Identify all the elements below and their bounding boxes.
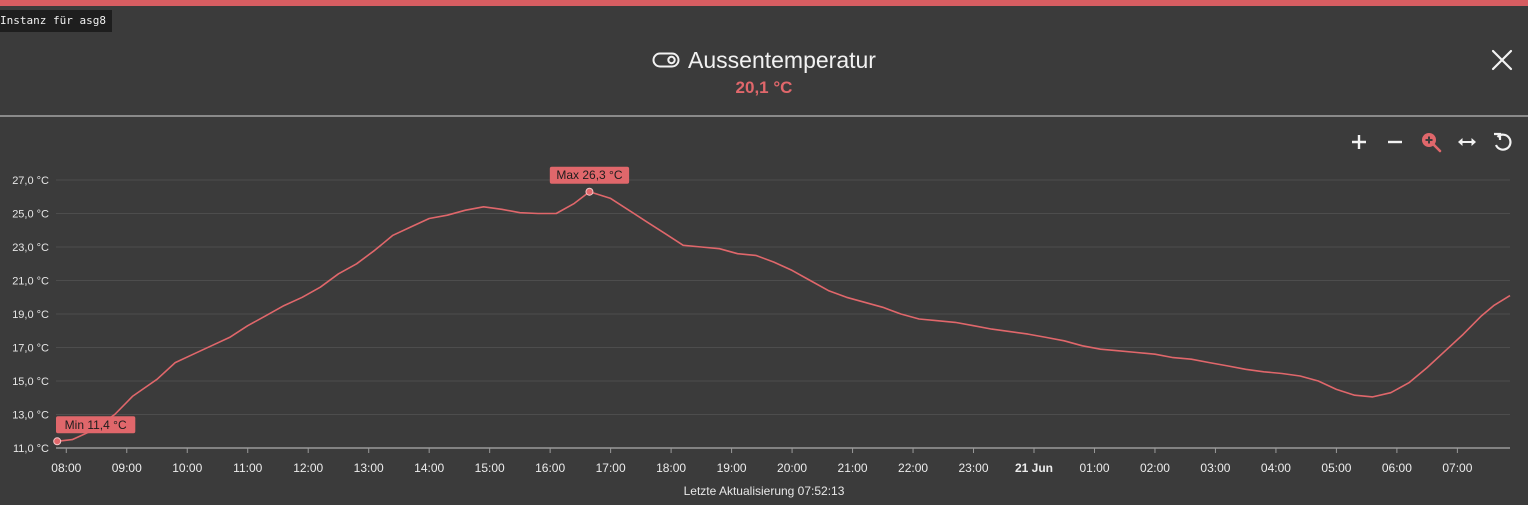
- x-tick-label: 14:00: [414, 461, 444, 475]
- toggle-icon: [652, 44, 680, 76]
- zoom-in-button[interactable]: [1348, 131, 1370, 153]
- temperature-chart[interactable]: 11,0 °C 13,0 °C 15,0 °C 17,0 °C 19,0 °C 21,0 …: [0, 160, 1528, 478]
- x-tick-label: 16:00: [535, 461, 565, 475]
- y-tick-label: 27,0 °C: [12, 175, 49, 187]
- x-tick-label: 03:00: [1200, 461, 1230, 475]
- x-tick-label: 05:00: [1321, 461, 1351, 475]
- x-tick-label: 13:00: [354, 461, 384, 475]
- close-button[interactable]: [1490, 48, 1514, 72]
- x-tick-label: 17:00: [596, 461, 626, 475]
- x-tick-label: 07:00: [1442, 461, 1472, 475]
- min-label-box: [56, 416, 136, 434]
- selection-zoom-button[interactable]: [1420, 131, 1442, 153]
- pan-icon: [1458, 138, 1476, 146]
- x-tick-label: 21:00: [838, 461, 868, 475]
- zoom-out-button[interactable]: [1384, 131, 1406, 153]
- y-tick-label: 25,0 °C: [12, 209, 49, 221]
- x-tick-label: 01:00: [1079, 461, 1109, 475]
- y-tick-label: 13,0 °C: [12, 410, 49, 422]
- min-marker: [53, 437, 62, 446]
- x-tick-label: 09:00: [112, 461, 142, 475]
- x-tick-label: 21 Jun: [1015, 461, 1053, 475]
- max-marker: [585, 187, 594, 196]
- y-tick-label: 15,0 °C: [12, 376, 49, 388]
- y-tick-label: 19,0 °C: [12, 309, 49, 321]
- pan-button[interactable]: [1456, 131, 1478, 153]
- x-tick-label: 22:00: [898, 461, 928, 475]
- y-tick-label: 11,0 °C: [13, 443, 49, 455]
- chart-toolbar: [1348, 128, 1514, 156]
- reset-icon: [1494, 132, 1512, 151]
- y-tick-label: 21,0 °C: [12, 276, 49, 288]
- minus-icon: [1388, 140, 1402, 144]
- y-tick-label: 23,0 °C: [12, 242, 49, 254]
- x-tick-label: 19:00: [717, 461, 747, 475]
- y-tick-label: 17,0 °C: [12, 343, 49, 355]
- zoom-in-icon: [1422, 133, 1442, 153]
- x-tick-label: 06:00: [1382, 461, 1412, 475]
- page-title: Aussentemperatur: [0, 44, 1528, 76]
- x-tick-label: 23:00: [959, 461, 989, 475]
- x-tick-label: 11:00: [233, 461, 262, 475]
- max-label: Max 26,3 °C: [556, 168, 622, 182]
- instance-label: Instanz für asg8: [0, 10, 112, 32]
- current-value: 20,1 °C: [735, 78, 793, 97]
- x-tick-label: 18:00: [656, 461, 686, 475]
- max-label-box: [549, 166, 630, 184]
- page-title-text: Aussentemperatur: [688, 47, 876, 73]
- header-divider: [0, 115, 1528, 117]
- x-tick-label: 08:00: [51, 461, 81, 475]
- x-tick-label: 15:00: [475, 461, 505, 475]
- x-tick-label: 10:00: [172, 461, 202, 475]
- plus-icon: [1352, 135, 1366, 149]
- x-tick-label: 12:00: [293, 461, 323, 475]
- temperature-series-line: [57, 190, 1511, 443]
- x-tick-label: 02:00: [1140, 461, 1170, 475]
- last-update-text: Letzte Aktualisierung 07:52:13: [683, 484, 845, 498]
- top-accent-bar: [0, 0, 1528, 6]
- reset-zoom-button[interactable]: [1492, 131, 1514, 153]
- min-label: Min 11,4 °C: [65, 418, 127, 432]
- close-icon: [1491, 49, 1513, 71]
- x-tick-label: 20:00: [777, 461, 807, 475]
- x-tick-label: 04:00: [1261, 461, 1291, 475]
